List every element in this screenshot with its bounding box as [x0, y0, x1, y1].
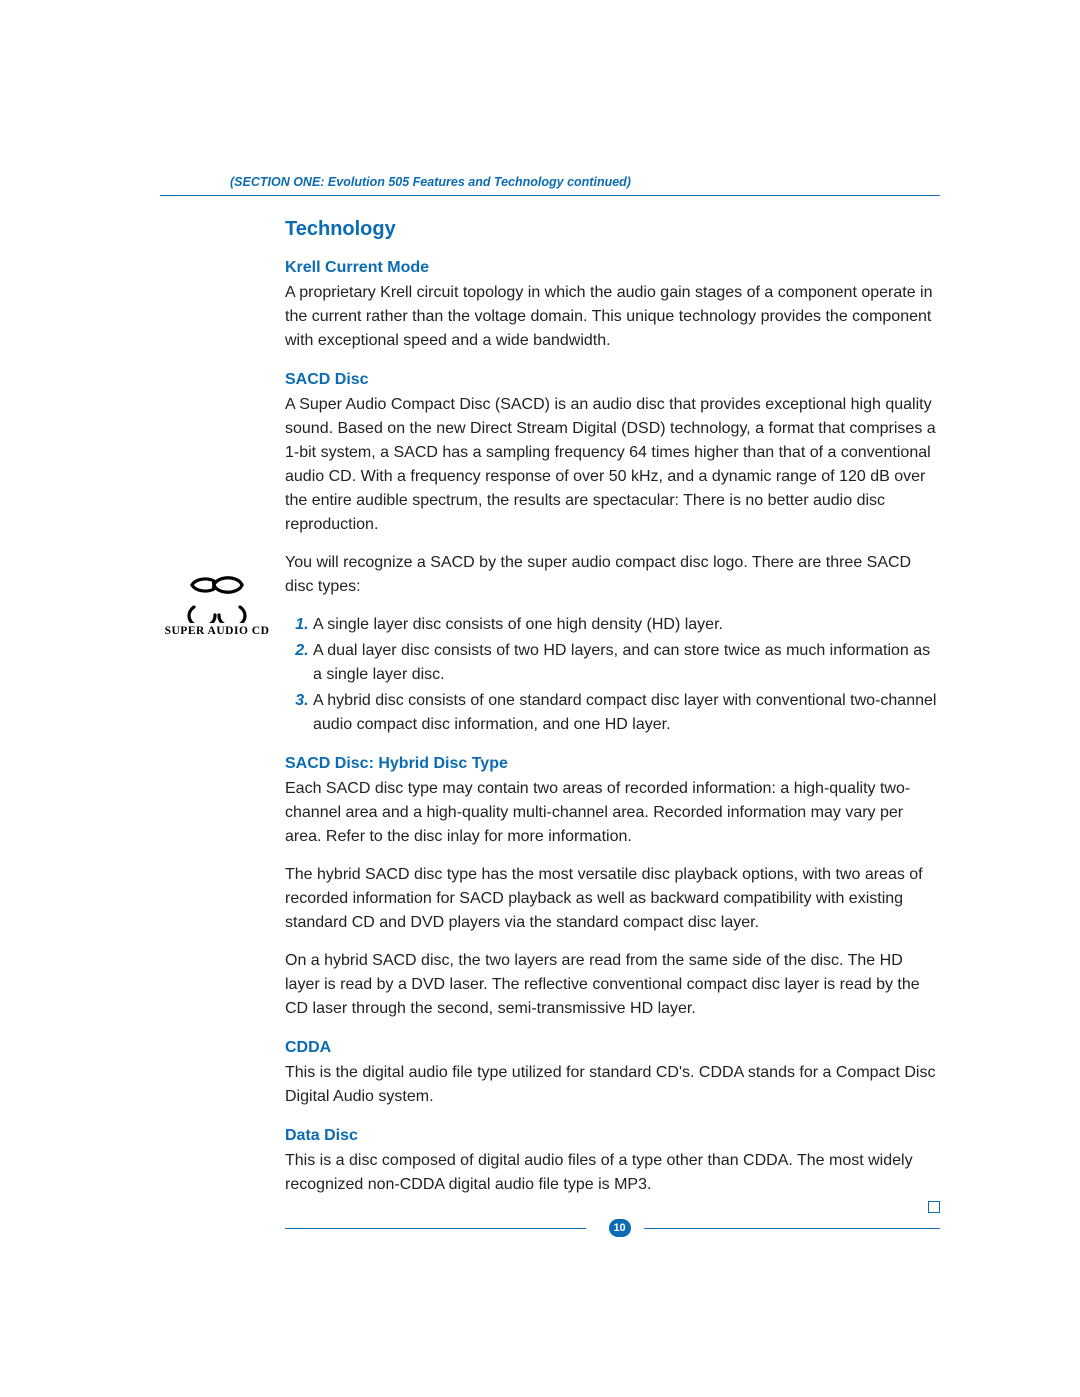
- krell-title: Krell Current Mode: [285, 259, 940, 277]
- section-title: Technology: [285, 218, 940, 241]
- page-footer: 10: [285, 1217, 940, 1241]
- list-item: A single layer disc consists of one high…: [313, 613, 940, 637]
- continuation-header: (SECTION ONE: Evolution 505 Features and…: [230, 175, 940, 189]
- cdda-body: This is the digital audio file type util…: [285, 1061, 940, 1109]
- list-item: A dual layer disc consists of two HD lay…: [313, 639, 940, 687]
- hybrid-p3: On a hybrid SACD disc, the two layers ar…: [285, 949, 940, 1021]
- cdda-title: CDDA: [285, 1039, 940, 1057]
- krell-body: A proprietary Krell circuit topology in …: [285, 281, 940, 353]
- hybrid-title: SACD Disc: Hybrid Disc Type: [285, 755, 940, 773]
- footer-rule-left: [285, 1228, 586, 1229]
- sacd-p2: You will recognize a SACD by the super a…: [285, 551, 940, 599]
- sacd-title: SACD Disc: [285, 371, 940, 389]
- end-marker-icon: [928, 1201, 940, 1213]
- content-column: Technology Krell Current Mode A propriet…: [285, 218, 940, 1241]
- hybrid-p2: The hybrid SACD disc type has the most v…: [285, 863, 940, 935]
- sacd-logo-text: SUPER AUDIO CD: [162, 625, 272, 637]
- footer-rule-right: [644, 1228, 940, 1229]
- page-number: 10: [609, 1219, 631, 1237]
- hybrid-p1: Each SACD disc type may contain two area…: [285, 777, 940, 849]
- sacd-p1: A Super Audio Compact Disc (SACD) is an …: [285, 393, 940, 537]
- sacd-disc-types-list: A single layer disc consists of one high…: [285, 613, 940, 737]
- data-disc-title: Data Disc: [285, 1127, 940, 1145]
- sacd-logo-icon: [182, 575, 252, 623]
- document-page: (SECTION ONE: Evolution 505 Features and…: [0, 0, 1080, 1341]
- header-rule: [160, 195, 940, 196]
- sacd-logo: SUPER AUDIO CD: [162, 575, 272, 637]
- list-item: A hybrid disc consists of one standard c…: [313, 689, 940, 737]
- data-disc-body: This is a disc composed of digital audio…: [285, 1149, 940, 1197]
